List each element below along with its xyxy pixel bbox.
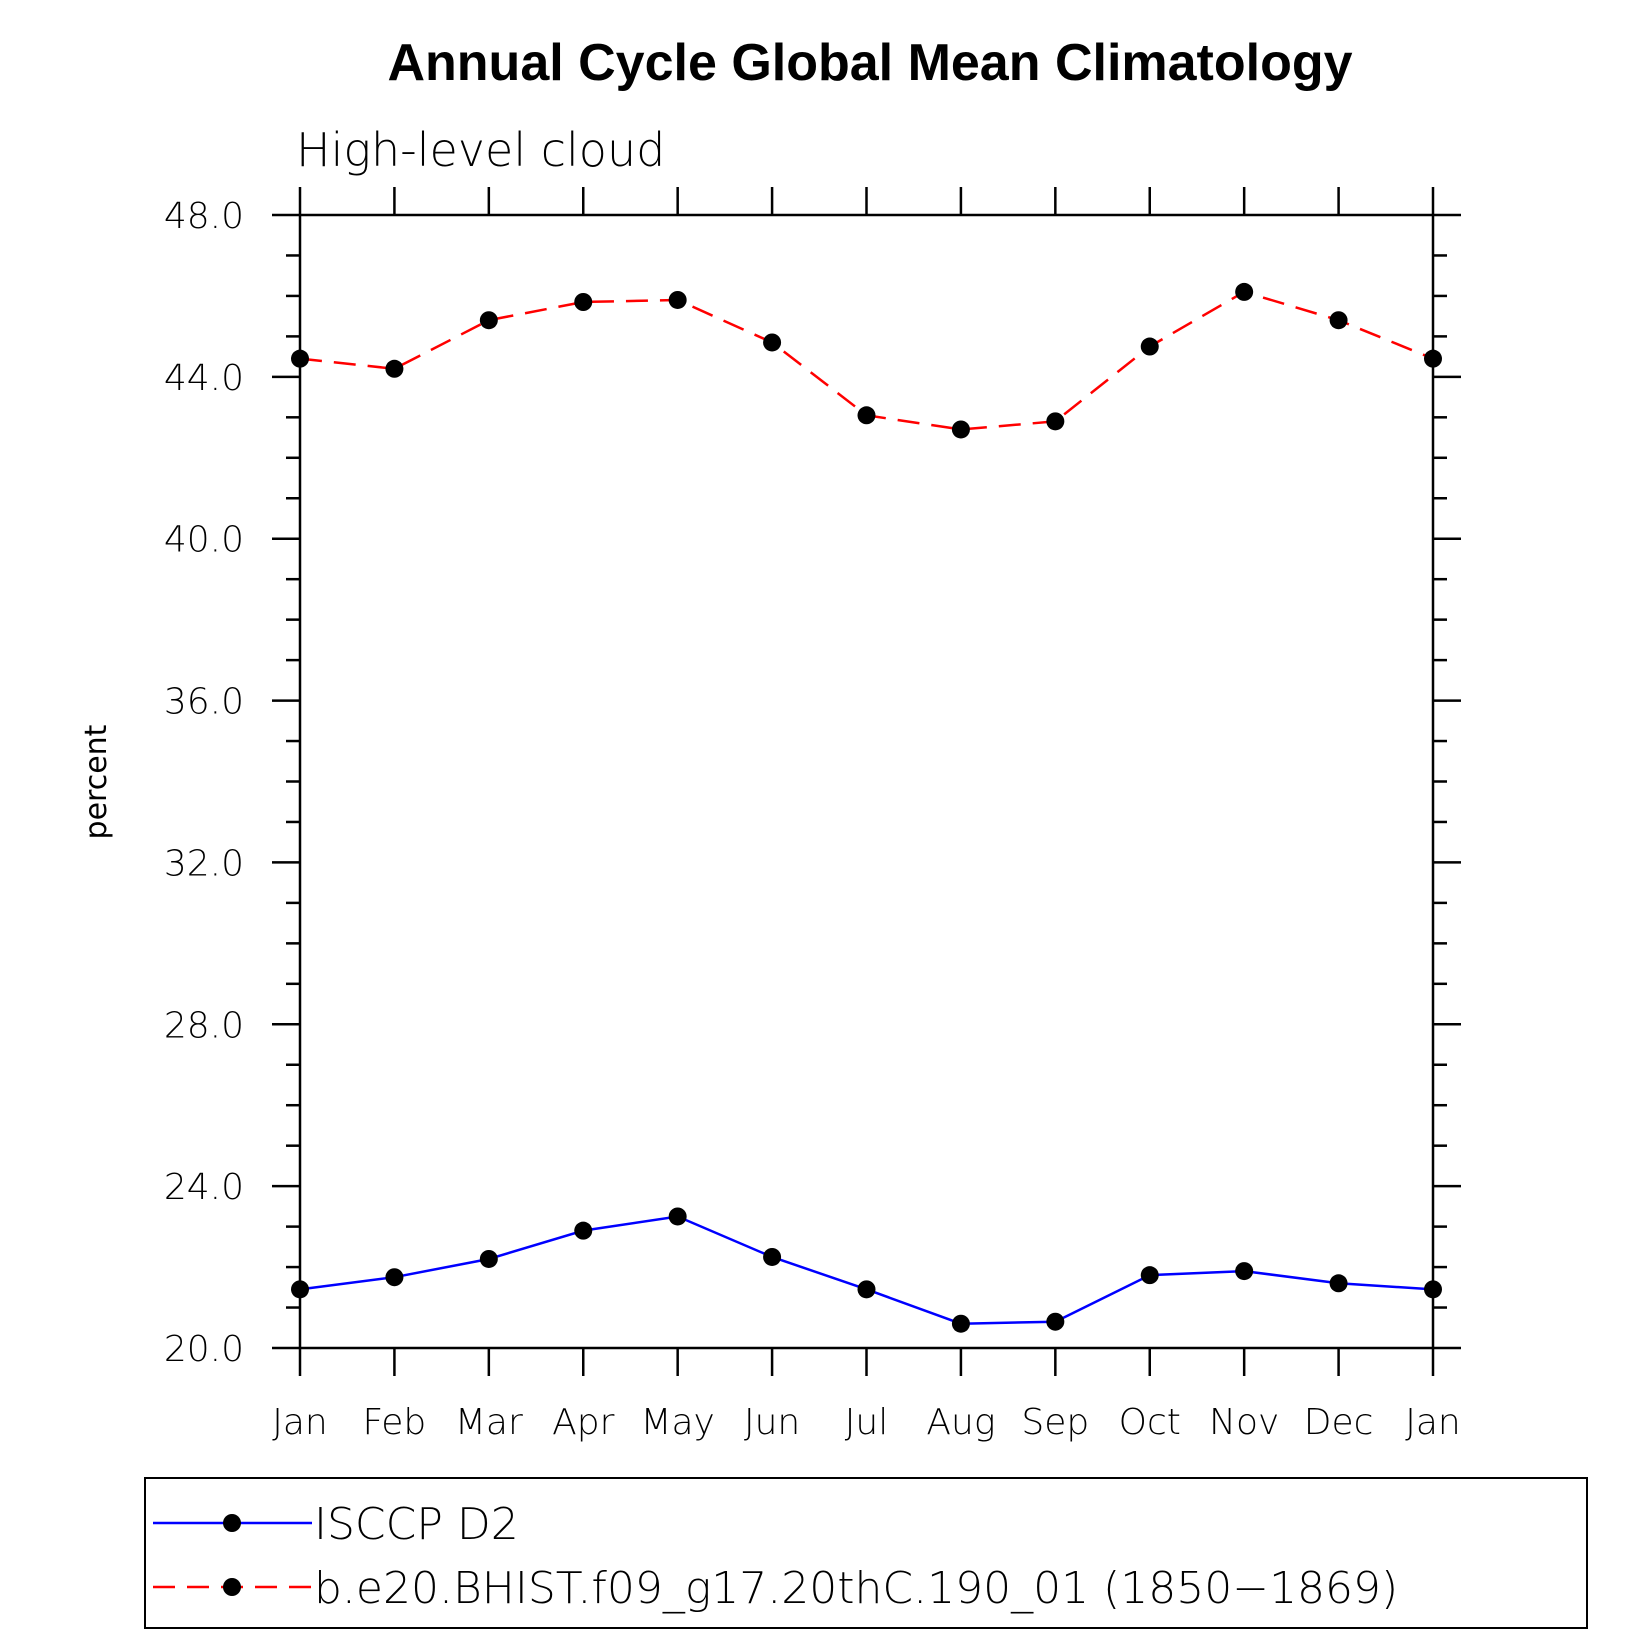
y-axis-label: percent <box>79 724 114 839</box>
series-point-0 <box>291 1280 309 1299</box>
x-tick-label: May <box>640 1402 714 1443</box>
x-tick-label: Aug <box>926 1402 995 1443</box>
legend-box <box>144 1477 1588 1629</box>
series-line-0 <box>299 1215 1434 1325</box>
tick-labels: Jan Feb Mar Apr May Jun Jul Aug Sep Oct Nov Dec Jan 2… <box>164 196 1461 1443</box>
series-point-1 <box>1140 337 1159 356</box>
y-tick-label: 28.0 <box>164 1005 244 1046</box>
series-point-0 <box>1424 1280 1442 1299</box>
series-point-0 <box>385 1268 404 1287</box>
series-point-1 <box>857 406 876 425</box>
x-tick-label: Feb <box>363 1402 427 1443</box>
legend-entries: ISCCP D2 b.e20.BHIST.f09_g17.20thC.190_01… <box>153 1499 1398 1614</box>
series-point-0 <box>951 1314 970 1333</box>
series-point-0 <box>668 1207 687 1226</box>
y-tick-label: 20.0 <box>164 1329 244 1370</box>
chart-title: Annual Cycle Global Mean Climatology <box>387 34 1352 92</box>
series-point-1 <box>763 333 782 352</box>
series-point-0 <box>857 1280 876 1299</box>
axes <box>298 213 1435 1350</box>
x-tick-label: Sep <box>1021 1402 1089 1443</box>
series-point-0 <box>763 1247 782 1266</box>
x-tick-label: Mar <box>455 1402 523 1443</box>
x-tick-label: Oct <box>1119 1402 1181 1443</box>
x-tick-label: Dec <box>1304 1402 1374 1443</box>
series-point-1 <box>291 349 309 368</box>
x-tick-label: Jan <box>1405 1402 1461 1443</box>
series-point-1 <box>574 292 593 311</box>
legend: ISCCP D2 b.e20.BHIST.f09_g17.20thC.190_01… <box>144 1477 1588 1629</box>
series-point-0 <box>1235 1262 1254 1281</box>
series-point-0 <box>1046 1312 1065 1331</box>
y-tick-label: 36.0 <box>164 682 244 723</box>
x-tick-label: Jan <box>272 1402 328 1443</box>
y-tick-label: 44.0 <box>164 358 244 399</box>
x-tick-label: Apr <box>552 1402 614 1443</box>
legend-label-0: ISCCP D2 <box>314 1499 519 1550</box>
series-layer <box>291 282 1442 1333</box>
series-point-0 <box>1329 1274 1348 1293</box>
series-point-1 <box>668 290 687 309</box>
series-point-1 <box>951 420 970 439</box>
x-tick-label: Jun <box>744 1402 800 1443</box>
series-point-1 <box>385 359 404 378</box>
series-point-0 <box>574 1221 593 1240</box>
y-tick-label: 32.0 <box>164 843 244 884</box>
plot-frame <box>298 213 1435 1350</box>
legend-marker-0 <box>223 1514 241 1532</box>
chart-subtitle: High-level cloud <box>296 123 665 177</box>
series-point-0 <box>1140 1266 1159 1285</box>
series-point-1 <box>479 311 498 330</box>
series-point-1 <box>1424 349 1442 368</box>
x-tick-label: Jul <box>845 1402 888 1443</box>
y-tick-label: 24.0 <box>164 1167 244 1208</box>
y-tick-label: 48.0 <box>164 196 244 237</box>
legend-label-1: b.e20.BHIST.f09_g17.20thC.190_01 (1850−1… <box>314 1563 1398 1614</box>
y-tick-label: 40.0 <box>164 520 244 561</box>
series-point-1 <box>1046 412 1065 431</box>
x-tick-label: Nov <box>1209 1402 1279 1443</box>
series-point-1 <box>1329 311 1348 330</box>
legend-marker-1 <box>223 1578 241 1596</box>
series-point-1 <box>1235 282 1254 301</box>
ticks <box>272 187 1461 1376</box>
series-point-0 <box>479 1249 498 1268</box>
